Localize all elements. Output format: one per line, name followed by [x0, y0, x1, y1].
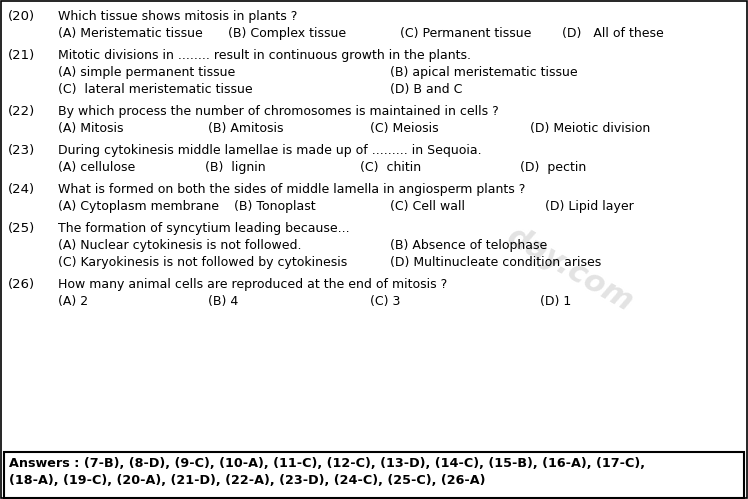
- Text: (D) 1: (D) 1: [540, 295, 571, 308]
- Text: (20): (20): [8, 10, 35, 23]
- Text: day.com: day.com: [502, 222, 638, 318]
- Text: (B) 4: (B) 4: [208, 295, 239, 308]
- Text: (23): (23): [8, 144, 35, 157]
- Text: (C) Karyokinesis is not followed by cytokinesis: (C) Karyokinesis is not followed by cyto…: [58, 256, 347, 269]
- Text: (B) apical meristematic tissue: (B) apical meristematic tissue: [390, 66, 577, 79]
- Text: During cytokinesis middle lamellae is made up of ......... in Sequoia.: During cytokinesis middle lamellae is ma…: [58, 144, 482, 157]
- Text: What is formed on both the sides of middle lamella in angiosperm plants ?: What is formed on both the sides of midd…: [58, 183, 525, 196]
- Text: Answers : (7-B), (8-D), (9-C), (10-A), (11-C), (12-C), (13-D), (14-C), (15-B), (: Answers : (7-B), (8-D), (9-C), (10-A), (…: [9, 457, 645, 470]
- FancyBboxPatch shape: [4, 452, 744, 498]
- Text: (B)  lignin: (B) lignin: [205, 161, 266, 174]
- Text: By which process the number of chromosomes is maintained in cells ?: By which process the number of chromosom…: [58, 105, 499, 118]
- Text: (C) 3: (C) 3: [370, 295, 400, 308]
- Text: (D)  pectin: (D) pectin: [520, 161, 586, 174]
- Text: Which tissue shows mitosis in plants ?: Which tissue shows mitosis in plants ?: [58, 10, 298, 23]
- Text: (24): (24): [8, 183, 35, 196]
- Text: (D) Multinucleate condition arises: (D) Multinucleate condition arises: [390, 256, 601, 269]
- Text: (18-A), (19-C), (20-A), (21-D), (22-A), (23-D), (24-C), (25-C), (26-A): (18-A), (19-C), (20-A), (21-D), (22-A), …: [9, 474, 485, 487]
- Text: (D) Lipid layer: (D) Lipid layer: [545, 200, 634, 213]
- Text: How many animal cells are reproduced at the end of mitosis ?: How many animal cells are reproduced at …: [58, 278, 447, 291]
- Text: Mitotic divisions in ........ result in continuous growth in the plants.: Mitotic divisions in ........ result in …: [58, 49, 471, 62]
- Text: (A) Nuclear cytokinesis is not followed.: (A) Nuclear cytokinesis is not followed.: [58, 239, 301, 252]
- Text: (A) Mitosis: (A) Mitosis: [58, 122, 123, 135]
- Text: (B) Absence of telophase: (B) Absence of telophase: [390, 239, 548, 252]
- Text: (A) simple permanent tissue: (A) simple permanent tissue: [58, 66, 236, 79]
- Text: (B) Tonoplast: (B) Tonoplast: [234, 200, 316, 213]
- Text: (D)   All of these: (D) All of these: [562, 27, 663, 40]
- Text: (22): (22): [8, 105, 35, 118]
- Text: (C)  chitin: (C) chitin: [360, 161, 421, 174]
- Text: (B) Amitosis: (B) Amitosis: [208, 122, 283, 135]
- Text: (A) cellulose: (A) cellulose: [58, 161, 135, 174]
- Text: (A) Meristematic tissue: (A) Meristematic tissue: [58, 27, 203, 40]
- Text: (B) Complex tissue: (B) Complex tissue: [228, 27, 346, 40]
- Text: (A) 2: (A) 2: [58, 295, 88, 308]
- Text: (D) Meiotic division: (D) Meiotic division: [530, 122, 650, 135]
- Text: (C)  lateral meristematic tissue: (C) lateral meristematic tissue: [58, 83, 253, 96]
- Text: (C) Permanent tissue: (C) Permanent tissue: [400, 27, 531, 40]
- Text: (D) B and C: (D) B and C: [390, 83, 462, 96]
- Text: (21): (21): [8, 49, 35, 62]
- Text: (26): (26): [8, 278, 35, 291]
- Text: (C) Meiosis: (C) Meiosis: [370, 122, 438, 135]
- Text: (C) Cell wall: (C) Cell wall: [390, 200, 465, 213]
- Text: The formation of syncytium leading because...: The formation of syncytium leading becau…: [58, 222, 349, 235]
- Text: (A) Cytoplasm membrane: (A) Cytoplasm membrane: [58, 200, 219, 213]
- Text: (25): (25): [8, 222, 35, 235]
